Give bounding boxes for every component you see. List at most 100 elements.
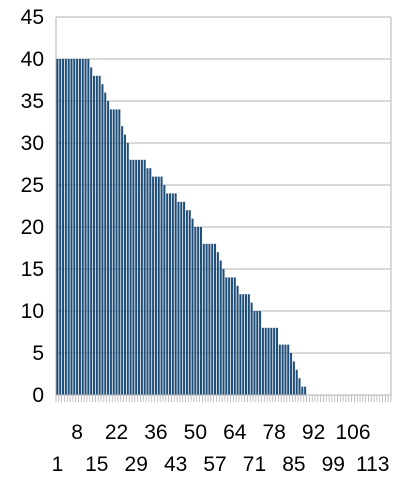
bar bbox=[76, 59, 79, 395]
bar bbox=[230, 277, 233, 395]
x-tick-label: 36 bbox=[144, 421, 167, 444]
bar bbox=[81, 59, 84, 395]
x-tick-label: 78 bbox=[262, 421, 285, 444]
bar bbox=[118, 109, 121, 396]
bar bbox=[290, 353, 293, 395]
bar bbox=[292, 361, 295, 395]
x-tick-label: 1 bbox=[52, 453, 64, 476]
x-tick-label: 50 bbox=[184, 421, 207, 444]
bar bbox=[185, 210, 188, 395]
x-tick-label: 29 bbox=[125, 453, 148, 476]
bar bbox=[87, 59, 90, 395]
bar bbox=[287, 344, 290, 395]
bar bbox=[146, 168, 149, 395]
y-tick-label: 10 bbox=[21, 300, 44, 323]
bar bbox=[228, 277, 231, 395]
bar bbox=[295, 369, 298, 395]
bar bbox=[95, 75, 98, 396]
bar bbox=[98, 75, 101, 396]
bar bbox=[115, 109, 118, 396]
bar bbox=[154, 176, 157, 395]
bar bbox=[233, 277, 236, 395]
bar bbox=[135, 159, 138, 395]
bar bbox=[225, 277, 228, 395]
bar bbox=[112, 109, 115, 396]
x-tick-label: 15 bbox=[85, 453, 108, 476]
bar bbox=[73, 59, 76, 395]
y-tick-label: 20 bbox=[21, 216, 44, 239]
y-tick-label: 35 bbox=[21, 90, 44, 113]
bar bbox=[202, 243, 205, 395]
bar bbox=[121, 126, 124, 395]
y-tick-label: 0 bbox=[32, 384, 44, 407]
bar bbox=[101, 84, 104, 395]
bar bbox=[188, 210, 191, 395]
bar bbox=[253, 311, 256, 395]
x-tick-label: 106 bbox=[335, 421, 370, 444]
x-tick-labels: 8 22 36 50 64 78 92 106 1 15 29 43 57 71 85 99 113 bbox=[52, 421, 390, 476]
bar bbox=[259, 311, 262, 395]
bar bbox=[149, 168, 152, 395]
bar bbox=[281, 344, 284, 395]
bar bbox=[67, 59, 70, 395]
bar bbox=[267, 327, 270, 395]
x-axis bbox=[55, 394, 392, 402]
bar bbox=[264, 327, 267, 395]
bar bbox=[242, 294, 245, 395]
y-tick-label: 40 bbox=[21, 48, 44, 71]
x-tick-label: 85 bbox=[282, 453, 305, 476]
x-tick-label: 99 bbox=[322, 453, 345, 476]
bars bbox=[56, 59, 307, 396]
bar bbox=[194, 227, 197, 395]
bar bbox=[239, 294, 242, 395]
bar bbox=[191, 218, 194, 395]
bar bbox=[152, 176, 155, 395]
bar bbox=[236, 285, 239, 395]
bar bbox=[205, 243, 208, 395]
bar bbox=[284, 344, 287, 395]
bar bbox=[298, 378, 301, 395]
bar bbox=[275, 327, 279, 395]
bar bbox=[222, 269, 225, 395]
bar bbox=[140, 159, 143, 395]
bar bbox=[84, 59, 87, 395]
bar bbox=[59, 59, 62, 395]
x-tick-label: 8 bbox=[71, 421, 83, 444]
bar bbox=[177, 201, 180, 395]
bar bbox=[208, 243, 211, 395]
bar bbox=[256, 311, 259, 395]
bar bbox=[157, 176, 160, 395]
x-tick-label: 113 bbox=[356, 453, 389, 476]
bar bbox=[90, 67, 93, 396]
bar bbox=[138, 159, 141, 395]
x-tick-label: 22 bbox=[105, 421, 128, 444]
x-tick-label: 57 bbox=[203, 453, 226, 476]
bar bbox=[250, 302, 253, 395]
bar bbox=[199, 227, 202, 395]
y-tick-label: 30 bbox=[21, 132, 44, 155]
bar bbox=[107, 101, 110, 395]
bar bbox=[129, 159, 132, 395]
bar bbox=[132, 159, 135, 395]
y-tick-label: 5 bbox=[32, 342, 44, 365]
bar bbox=[171, 193, 174, 395]
bar bbox=[70, 59, 73, 395]
bar bbox=[245, 294, 248, 395]
bar bbox=[278, 344, 281, 395]
bar bbox=[304, 386, 307, 395]
bar bbox=[64, 59, 67, 395]
bar bbox=[143, 159, 146, 395]
bar bbox=[219, 260, 222, 395]
bar bbox=[211, 243, 214, 395]
bar bbox=[180, 201, 183, 395]
y-tick-label: 45 bbox=[21, 6, 44, 29]
bar bbox=[168, 193, 172, 395]
bar bbox=[126, 143, 129, 395]
bar bbox=[214, 243, 217, 395]
bar bbox=[270, 327, 273, 395]
bar bbox=[183, 201, 186, 395]
bar bbox=[301, 386, 304, 395]
bar bbox=[109, 109, 112, 396]
y-tick-labels: 0 5 10 15 20 25 30 35 40 45 bbox=[21, 6, 44, 407]
